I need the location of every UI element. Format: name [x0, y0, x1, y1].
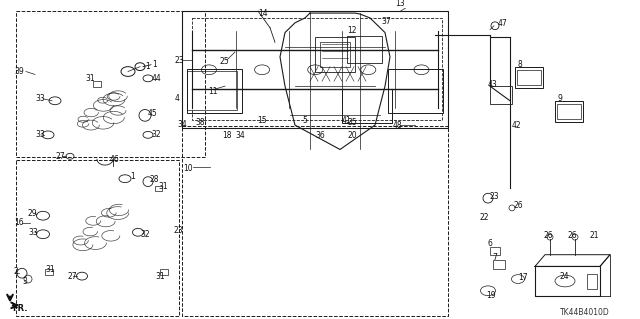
- Bar: [192, 18, 442, 120]
- Text: 23: 23: [173, 226, 182, 235]
- Text: 31: 31: [85, 74, 95, 83]
- Bar: [347, 36, 382, 63]
- Text: 2: 2: [14, 267, 19, 276]
- Text: 28: 28: [150, 175, 159, 184]
- Text: 23: 23: [174, 56, 184, 64]
- Text: 10: 10: [183, 165, 193, 174]
- Text: 31: 31: [155, 272, 164, 281]
- Bar: [342, 89, 392, 123]
- Text: 3: 3: [22, 277, 27, 286]
- Text: 46: 46: [110, 155, 120, 164]
- Text: 20: 20: [347, 131, 356, 140]
- Text: 13: 13: [395, 0, 404, 8]
- Text: 6: 6: [488, 240, 493, 249]
- Text: TK44B4010D: TK44B4010D: [560, 308, 610, 317]
- Text: 16: 16: [14, 218, 24, 227]
- Text: 37: 37: [381, 17, 391, 26]
- Text: 12: 12: [347, 26, 356, 35]
- Text: 14: 14: [258, 9, 268, 18]
- Bar: [188, 71, 237, 110]
- Text: 22: 22: [480, 213, 490, 222]
- Bar: [93, 81, 101, 87]
- Bar: [320, 42, 350, 67]
- Text: 27: 27: [55, 152, 65, 161]
- Text: 7: 7: [492, 253, 497, 262]
- Text: 29: 29: [28, 209, 38, 218]
- Bar: [16, 11, 205, 157]
- Text: 42: 42: [512, 121, 522, 130]
- Bar: [16, 160, 179, 316]
- Text: 26: 26: [568, 231, 578, 240]
- Text: 26: 26: [514, 202, 524, 211]
- Bar: [45, 269, 53, 275]
- Text: FR.: FR.: [12, 304, 28, 313]
- Text: 47: 47: [498, 19, 508, 28]
- Bar: [182, 11, 448, 128]
- Text: 33: 33: [28, 228, 38, 237]
- Text: 32: 32: [151, 130, 161, 139]
- Text: 31: 31: [158, 182, 168, 191]
- Text: 21: 21: [590, 231, 600, 240]
- Bar: [160, 269, 168, 275]
- Text: 8: 8: [518, 60, 523, 69]
- Text: 36: 36: [315, 131, 325, 140]
- Bar: [490, 247, 500, 255]
- Text: 33: 33: [35, 94, 45, 103]
- Text: 4: 4: [174, 94, 179, 103]
- Text: 19: 19: [486, 291, 495, 300]
- Text: 45: 45: [148, 109, 157, 118]
- Bar: [188, 70, 243, 113]
- Text: 25: 25: [220, 57, 230, 66]
- Text: 15: 15: [257, 115, 267, 124]
- Bar: [490, 86, 512, 104]
- Bar: [182, 126, 448, 316]
- Text: 48: 48: [393, 121, 403, 130]
- Text: 5: 5: [302, 115, 307, 124]
- Bar: [557, 104, 581, 119]
- Text: 38: 38: [196, 118, 205, 128]
- Text: 31: 31: [45, 265, 54, 274]
- Text: 34: 34: [177, 121, 187, 130]
- Text: 34: 34: [236, 131, 245, 140]
- Bar: [315, 37, 355, 71]
- Text: 39: 39: [14, 67, 24, 76]
- Bar: [388, 70, 443, 113]
- Text: 18: 18: [222, 131, 232, 140]
- Text: 11: 11: [208, 86, 218, 95]
- Text: 44: 44: [152, 74, 162, 83]
- Bar: [155, 187, 162, 191]
- Text: 24: 24: [560, 272, 570, 281]
- Text: 32: 32: [140, 230, 150, 239]
- Text: 43: 43: [488, 80, 498, 89]
- Bar: [517, 70, 541, 85]
- Text: 1: 1: [152, 60, 157, 69]
- Bar: [493, 260, 505, 269]
- Text: 9: 9: [557, 94, 562, 103]
- Bar: [587, 274, 597, 289]
- Bar: [515, 67, 543, 88]
- Text: 17: 17: [518, 273, 527, 282]
- Bar: [555, 101, 583, 122]
- Text: 1: 1: [145, 62, 150, 71]
- Text: 1: 1: [130, 172, 135, 181]
- Text: 41: 41: [342, 115, 351, 124]
- Text: 27: 27: [68, 272, 77, 281]
- Text: 33: 33: [35, 130, 45, 139]
- Text: 26: 26: [543, 231, 552, 240]
- Text: 23: 23: [490, 192, 500, 201]
- Text: 35: 35: [347, 118, 357, 128]
